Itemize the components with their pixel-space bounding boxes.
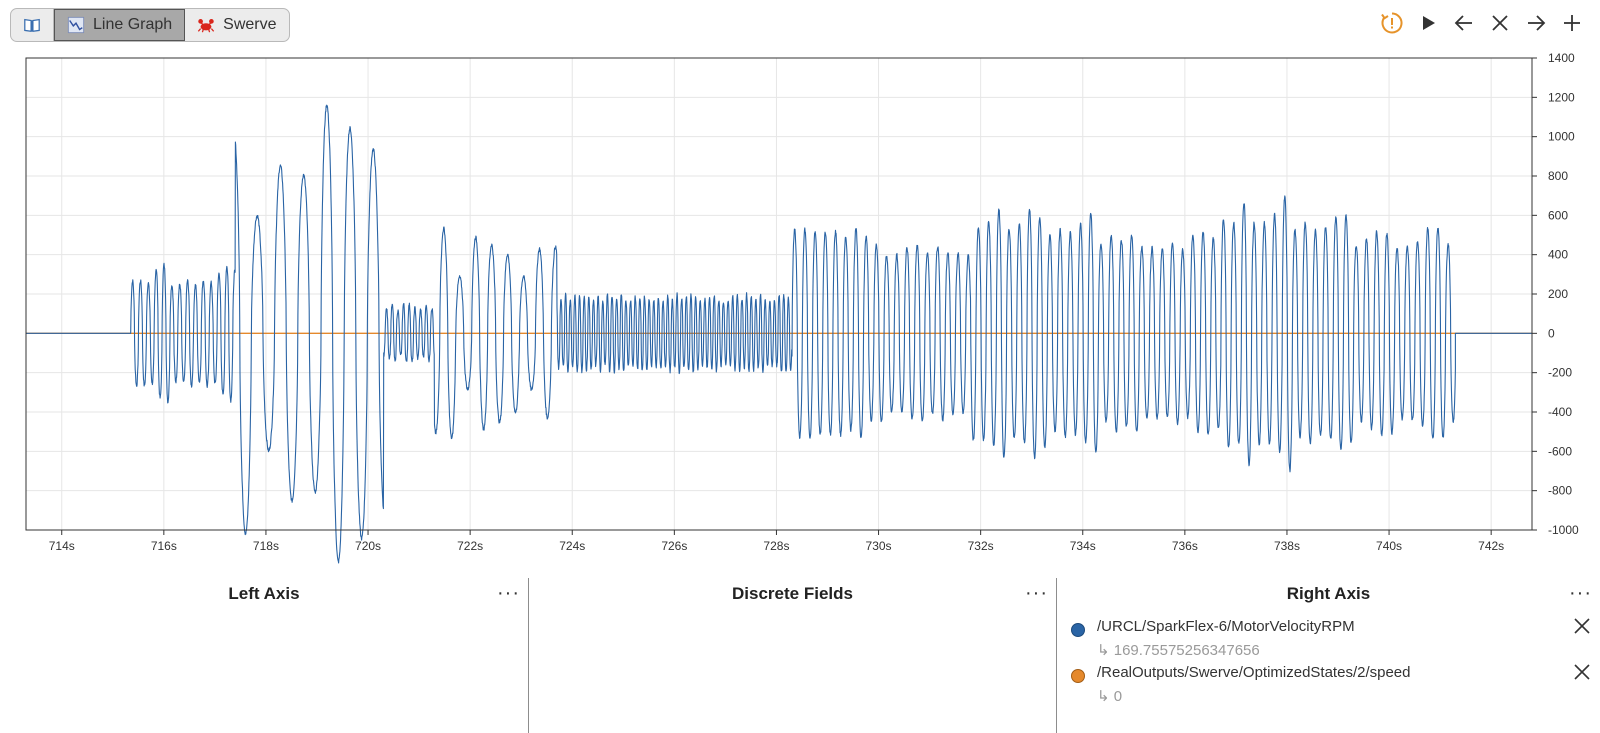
- series-line-motor-velocity: [26, 104, 1532, 564]
- x-axis: 714s 716s 718s 720s 722s 724s 726s 728s 730s 732s…: [49, 530, 1504, 553]
- x-tick-label: 724s: [559, 539, 585, 553]
- window-controls: [1378, 10, 1586, 36]
- left-axis-panel[interactable]: Left Axis ···: [0, 578, 528, 733]
- chart-svg[interactable]: 714s 716s 718s 720s 722s 724s 726s 728s 730s 732s…: [0, 50, 1600, 570]
- y-tick-label: -600: [1548, 444, 1572, 458]
- right-axis-menu-icon[interactable]: ···: [1569, 582, 1592, 604]
- y-tick-label: 0: [1548, 326, 1555, 340]
- tab-docs[interactable]: [11, 9, 54, 41]
- x-tick-label: 736s: [1172, 539, 1198, 553]
- x-tick-label: 742s: [1478, 539, 1504, 553]
- crab-icon: [198, 19, 215, 33]
- y-axis: 1400 1200 1000 800 600 400 200 0 -200 -400 -600 -80…: [1532, 51, 1579, 537]
- line-graph-icon: [67, 16, 85, 34]
- y-tick-label: -400: [1548, 405, 1572, 419]
- plus-icon: [1564, 15, 1580, 31]
- remove-field-icon[interactable]: [1570, 614, 1594, 638]
- tab-line-graph[interactable]: Line Graph: [54, 9, 186, 41]
- forward-button[interactable]: [1522, 10, 1550, 36]
- play-button[interactable]: [1414, 10, 1442, 36]
- book-icon: [24, 18, 40, 33]
- close-icon: [1492, 15, 1508, 31]
- x-tick-label: 728s: [763, 539, 789, 553]
- y-tick-label: -200: [1548, 366, 1572, 380]
- y-tick-label: 1000: [1548, 130, 1575, 144]
- x-tick-label: 714s: [49, 539, 75, 553]
- x-tick-label: 738s: [1274, 539, 1300, 553]
- chart-series: [26, 104, 1532, 564]
- x-tick-label: 730s: [866, 539, 892, 553]
- x-tick-label: 720s: [355, 539, 381, 553]
- y-tick-label: -800: [1548, 484, 1572, 498]
- tab-bar: Line Graph Swerve: [10, 8, 290, 42]
- field-item-motor-velocity[interactable]: /URCL/SparkFlex-6/MotorVelocityRPM ↳ 169…: [1071, 618, 1600, 664]
- warning-button[interactable]: [1378, 10, 1406, 36]
- warning-icon: [1381, 12, 1403, 34]
- arrow-right-icon: [1528, 15, 1546, 31]
- field-name: /RealOutputs/Swerve/OptimizedStates/2/sp…: [1097, 664, 1411, 681]
- right-axis-panel[interactable]: Right Axis ··· /URCL/SparkFlex-6/MotorVe…: [1056, 578, 1600, 733]
- left-axis-menu-icon[interactable]: ···: [497, 582, 520, 604]
- x-tick-label: 734s: [1070, 539, 1096, 553]
- series-color-swatch[interactable]: [1071, 669, 1085, 683]
- field-item-optimized-speed[interactable]: /RealOutputs/Swerve/OptimizedStates/2/sp…: [1071, 664, 1600, 710]
- y-tick-label: 1400: [1548, 51, 1575, 65]
- x-tick-label: 716s: [151, 539, 177, 553]
- y-tick-label: 200: [1548, 287, 1568, 301]
- discrete-fields-menu-icon[interactable]: ···: [1025, 582, 1048, 604]
- field-value: ↳ 169.75575256347656: [1097, 642, 1260, 659]
- x-tick-label: 722s: [457, 539, 483, 553]
- field-name: /URCL/SparkFlex-6/MotorVelocityRPM: [1097, 618, 1355, 635]
- x-tick-label: 726s: [661, 539, 687, 553]
- y-tick-label: 1200: [1548, 90, 1575, 104]
- y-tick-label: 400: [1548, 248, 1568, 262]
- tab-line-graph-label: Line Graph: [93, 16, 173, 33]
- field-value: ↳ 0: [1097, 688, 1123, 705]
- y-tick-label: 600: [1548, 208, 1568, 222]
- tab-swerve-label: Swerve: [223, 16, 277, 33]
- right-axis-title: Right Axis: [1286, 584, 1371, 603]
- play-icon: [1423, 16, 1435, 30]
- left-axis-title: Left Axis: [228, 584, 300, 603]
- discrete-fields-panel[interactable]: Discrete Fields ···: [528, 578, 1056, 733]
- close-button[interactable]: [1486, 10, 1514, 36]
- arrow-left-icon: [1454, 15, 1472, 31]
- y-tick-label: -1000: [1548, 523, 1579, 537]
- discrete-fields-title: Discrete Fields: [732, 584, 853, 603]
- series-color-swatch[interactable]: [1071, 623, 1085, 637]
- x-tick-label: 740s: [1376, 539, 1402, 553]
- line-graph[interactable]: 714s 716s 718s 720s 722s 724s 726s 728s 730s 732s…: [0, 50, 1600, 570]
- x-tick-label: 718s: [253, 539, 279, 553]
- add-tab-button[interactable]: [1558, 10, 1586, 36]
- y-tick-label: 800: [1548, 169, 1568, 183]
- tab-swerve[interactable]: Swerve: [185, 9, 288, 41]
- field-panels: Left Axis ··· Discrete Fields ··· Right …: [0, 578, 1600, 733]
- remove-field-icon[interactable]: [1570, 660, 1594, 684]
- back-button[interactable]: [1450, 10, 1478, 36]
- x-tick-label: 732s: [968, 539, 994, 553]
